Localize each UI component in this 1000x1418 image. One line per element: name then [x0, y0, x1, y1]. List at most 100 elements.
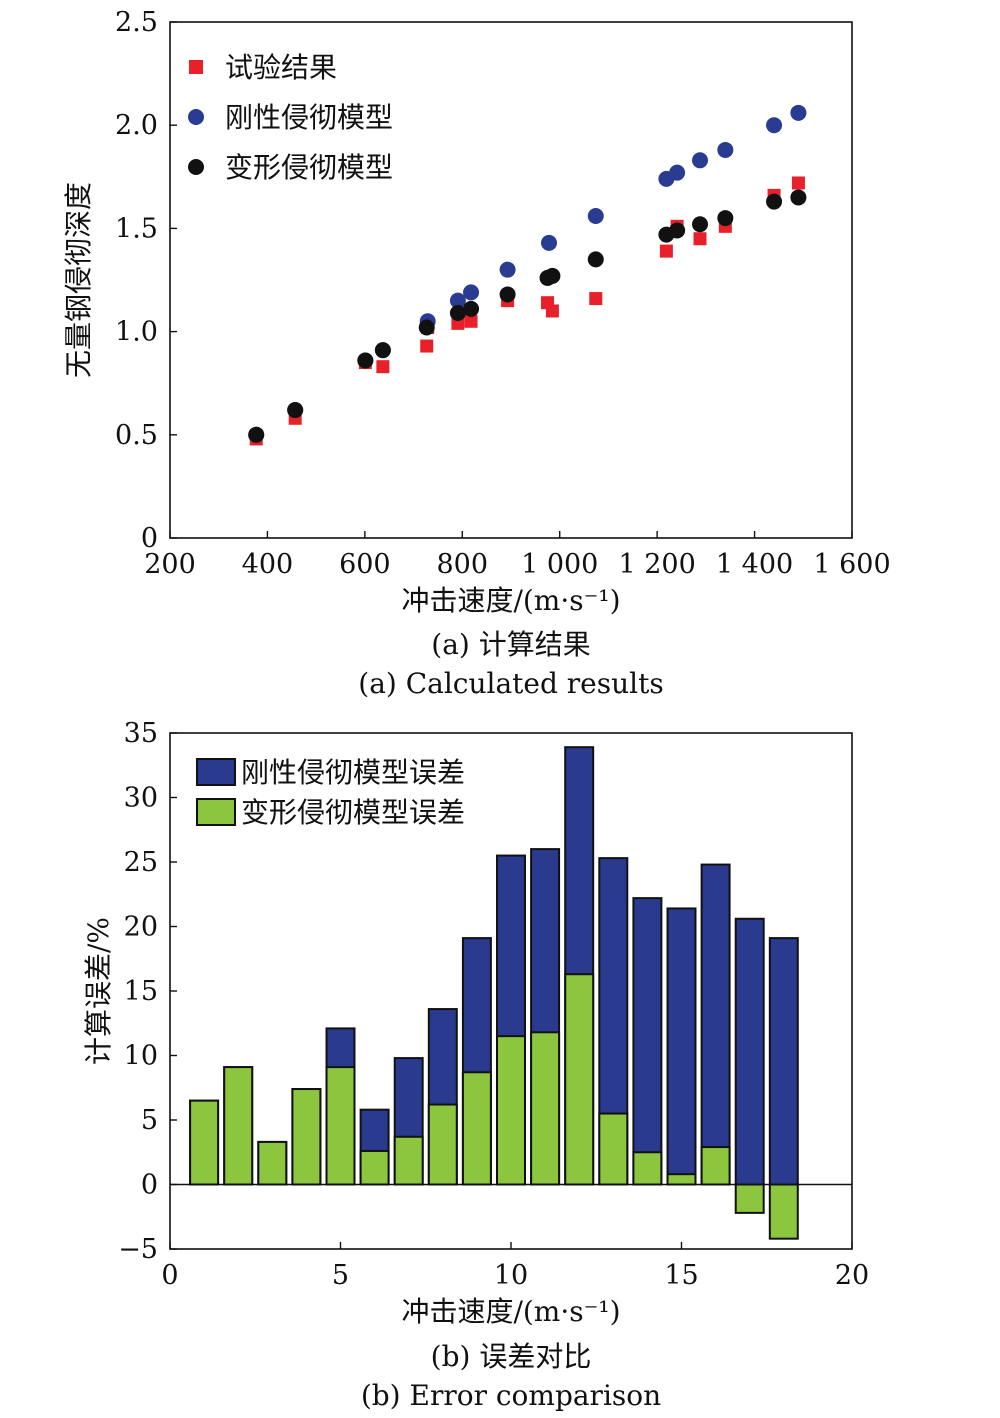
chart-b-legend-swatch — [196, 798, 236, 826]
chart-b-bar-deform — [700, 1146, 731, 1186]
chart-b-xtick-label: 10 — [494, 1260, 528, 1291]
chart-b-ylabel: 计算误差/% — [82, 917, 115, 1065]
chart-a-point-experiment — [589, 292, 603, 306]
chart-a-ticks: 200 400 600 800 1 000 1 200 1 400 1 600 0 0.5 1.0 1… — [115, 7, 891, 580]
chart-b-bar-deform — [325, 1066, 356, 1186]
chart-a-point-deform — [449, 305, 466, 322]
chart-a-point-rigid — [669, 164, 686, 181]
chart-b-bar-rigid — [632, 897, 663, 1186]
chart-a-legend-marker — [189, 60, 203, 74]
chart-b-ytick-label: 30 — [124, 783, 158, 814]
chart-b-ytick-label: 20 — [124, 912, 158, 943]
chart-a-point-experiment — [693, 232, 707, 246]
chart-b-bar-deform — [359, 1149, 390, 1186]
chart-a-caption-cn: (a) 计算结果 — [431, 628, 590, 661]
chart-a-point-experiment — [376, 360, 390, 374]
chart-b-ytick-label: 5 — [141, 1105, 158, 1136]
chart-a-xtick-label: 800 — [437, 549, 489, 580]
chart-a-xtick-label: 1 600 — [813, 549, 890, 580]
chart-a-point-experiment — [545, 304, 559, 318]
chart-b-bar-deform — [461, 1071, 492, 1186]
chart-a-xlabel: 冲击速度/(m·s⁻¹) — [401, 584, 620, 617]
chart-b-bar-deform — [632, 1151, 663, 1186]
chart-a-point-rigid — [449, 292, 466, 309]
chart-b-bar-deform — [223, 1066, 254, 1186]
chart-a-point-rigid — [587, 208, 604, 225]
chart-b-bar-deform — [564, 973, 595, 1186]
chart-b-bar-deform — [496, 1035, 526, 1186]
chart-b-bar-deform — [768, 1183, 799, 1240]
chart-a-points — [248, 104, 807, 446]
chart-b-bar-deform — [427, 1103, 458, 1186]
chart-a-point-deform — [587, 251, 604, 268]
chart-a-point-deform — [418, 319, 435, 336]
chart-a-caption-en: (a) Calculated results — [358, 667, 663, 700]
chart-b-ytick-label: 10 — [124, 1041, 158, 1072]
chart-b-ytick-label: 15 — [124, 976, 158, 1007]
chart-a-point-rigid — [540, 234, 557, 251]
chart-a-point-experiment — [659, 244, 673, 258]
chart-b-ytick-label: 25 — [124, 847, 158, 878]
chart-b-legend-swatch — [196, 758, 236, 786]
chart-b-xlabel: 冲击速度/(m·s⁻¹) — [401, 1295, 620, 1328]
chart-a-legend-label: 试验结果 — [225, 51, 337, 84]
chart-b-bar-deform — [598, 1112, 629, 1186]
chart-b-bar-deform — [530, 1031, 561, 1186]
chart-a-xtick-label: 1 200 — [618, 549, 695, 580]
chart-a-xtick-label: 1 400 — [716, 549, 793, 580]
chart-a-point-deform — [669, 222, 686, 239]
chart-a-point-rigid — [766, 117, 783, 134]
chart-a-legend-marker — [188, 109, 204, 125]
chart-a-legend-label: 变形侵彻模型 — [225, 151, 393, 184]
chart-a-point-deform — [357, 352, 374, 369]
chart-b-bar-deform — [666, 1173, 697, 1186]
chart-a-ytick-label: 0.5 — [115, 420, 158, 451]
chart-a-ytick-label: 2.0 — [115, 110, 158, 141]
chart-b-bar-deform — [734, 1183, 765, 1214]
chart-a-legend-label: 刚性侵彻模型 — [225, 101, 393, 134]
chart-a-point-rigid — [463, 284, 480, 301]
chart-a-point-deform — [717, 210, 734, 227]
chart-a-point-experiment — [464, 314, 478, 328]
chart-b-bar-rigid — [700, 863, 731, 1186]
chart-b-bar-deform — [291, 1088, 322, 1186]
chart-a-ylabel: 无量钢侵彻深度 — [62, 182, 95, 378]
chart-a-ytick-label: 1.0 — [115, 317, 158, 348]
chart-a-point-deform — [790, 189, 807, 206]
chart-a-xtick-label: 200 — [144, 549, 196, 580]
chart-b-ytick-label: −5 — [118, 1234, 158, 1265]
chart-b-bar-deform — [189, 1099, 220, 1186]
chart-a-ytick-label: 2.5 — [115, 7, 158, 38]
chart-a-point-rigid — [717, 141, 734, 158]
chart-b-legend-label: 变形侵彻模型误差 — [241, 796, 465, 829]
chart-a-point-experiment — [791, 176, 805, 190]
chart-b-legend-label: 刚性侵彻模型误差 — [241, 756, 465, 789]
chart-b-xtick-label: 15 — [664, 1260, 698, 1291]
chart-a-point-experiment — [420, 339, 434, 353]
chart-b-ytick-label: 0 — [141, 1170, 158, 1201]
chart-b-xtick-label: 20 — [835, 1260, 869, 1291]
chart-a-point-deform — [692, 216, 709, 233]
chart-a-point-deform — [463, 300, 480, 317]
chart-a-xtick-label: 1 000 — [521, 549, 598, 580]
chart-a-xtick-label: 600 — [339, 549, 391, 580]
chart-b-bar-deform — [393, 1135, 424, 1186]
chart-b-bars — [170, 746, 852, 1240]
chart-b-xtick-label: 5 — [332, 1260, 349, 1291]
chart-a-xtick-label: 400 — [242, 549, 294, 580]
chart-a-point-deform — [544, 267, 561, 284]
chart-b-caption-cn: (b) 误差对比 — [431, 1340, 592, 1373]
chart-a-point-deform — [766, 193, 783, 210]
chart-b-bar-deform — [257, 1140, 288, 1186]
chart-a-point-deform — [499, 286, 516, 303]
chart-a-point-deform — [248, 426, 265, 443]
chart-b-bar-rigid — [768, 937, 799, 1186]
chart-b-ytick-label: 35 — [124, 718, 158, 749]
chart-a-ytick-label: 0 — [141, 523, 158, 554]
chart-b-xtick-label: 0 — [161, 1260, 178, 1291]
chart-a-point-rigid — [692, 152, 709, 169]
